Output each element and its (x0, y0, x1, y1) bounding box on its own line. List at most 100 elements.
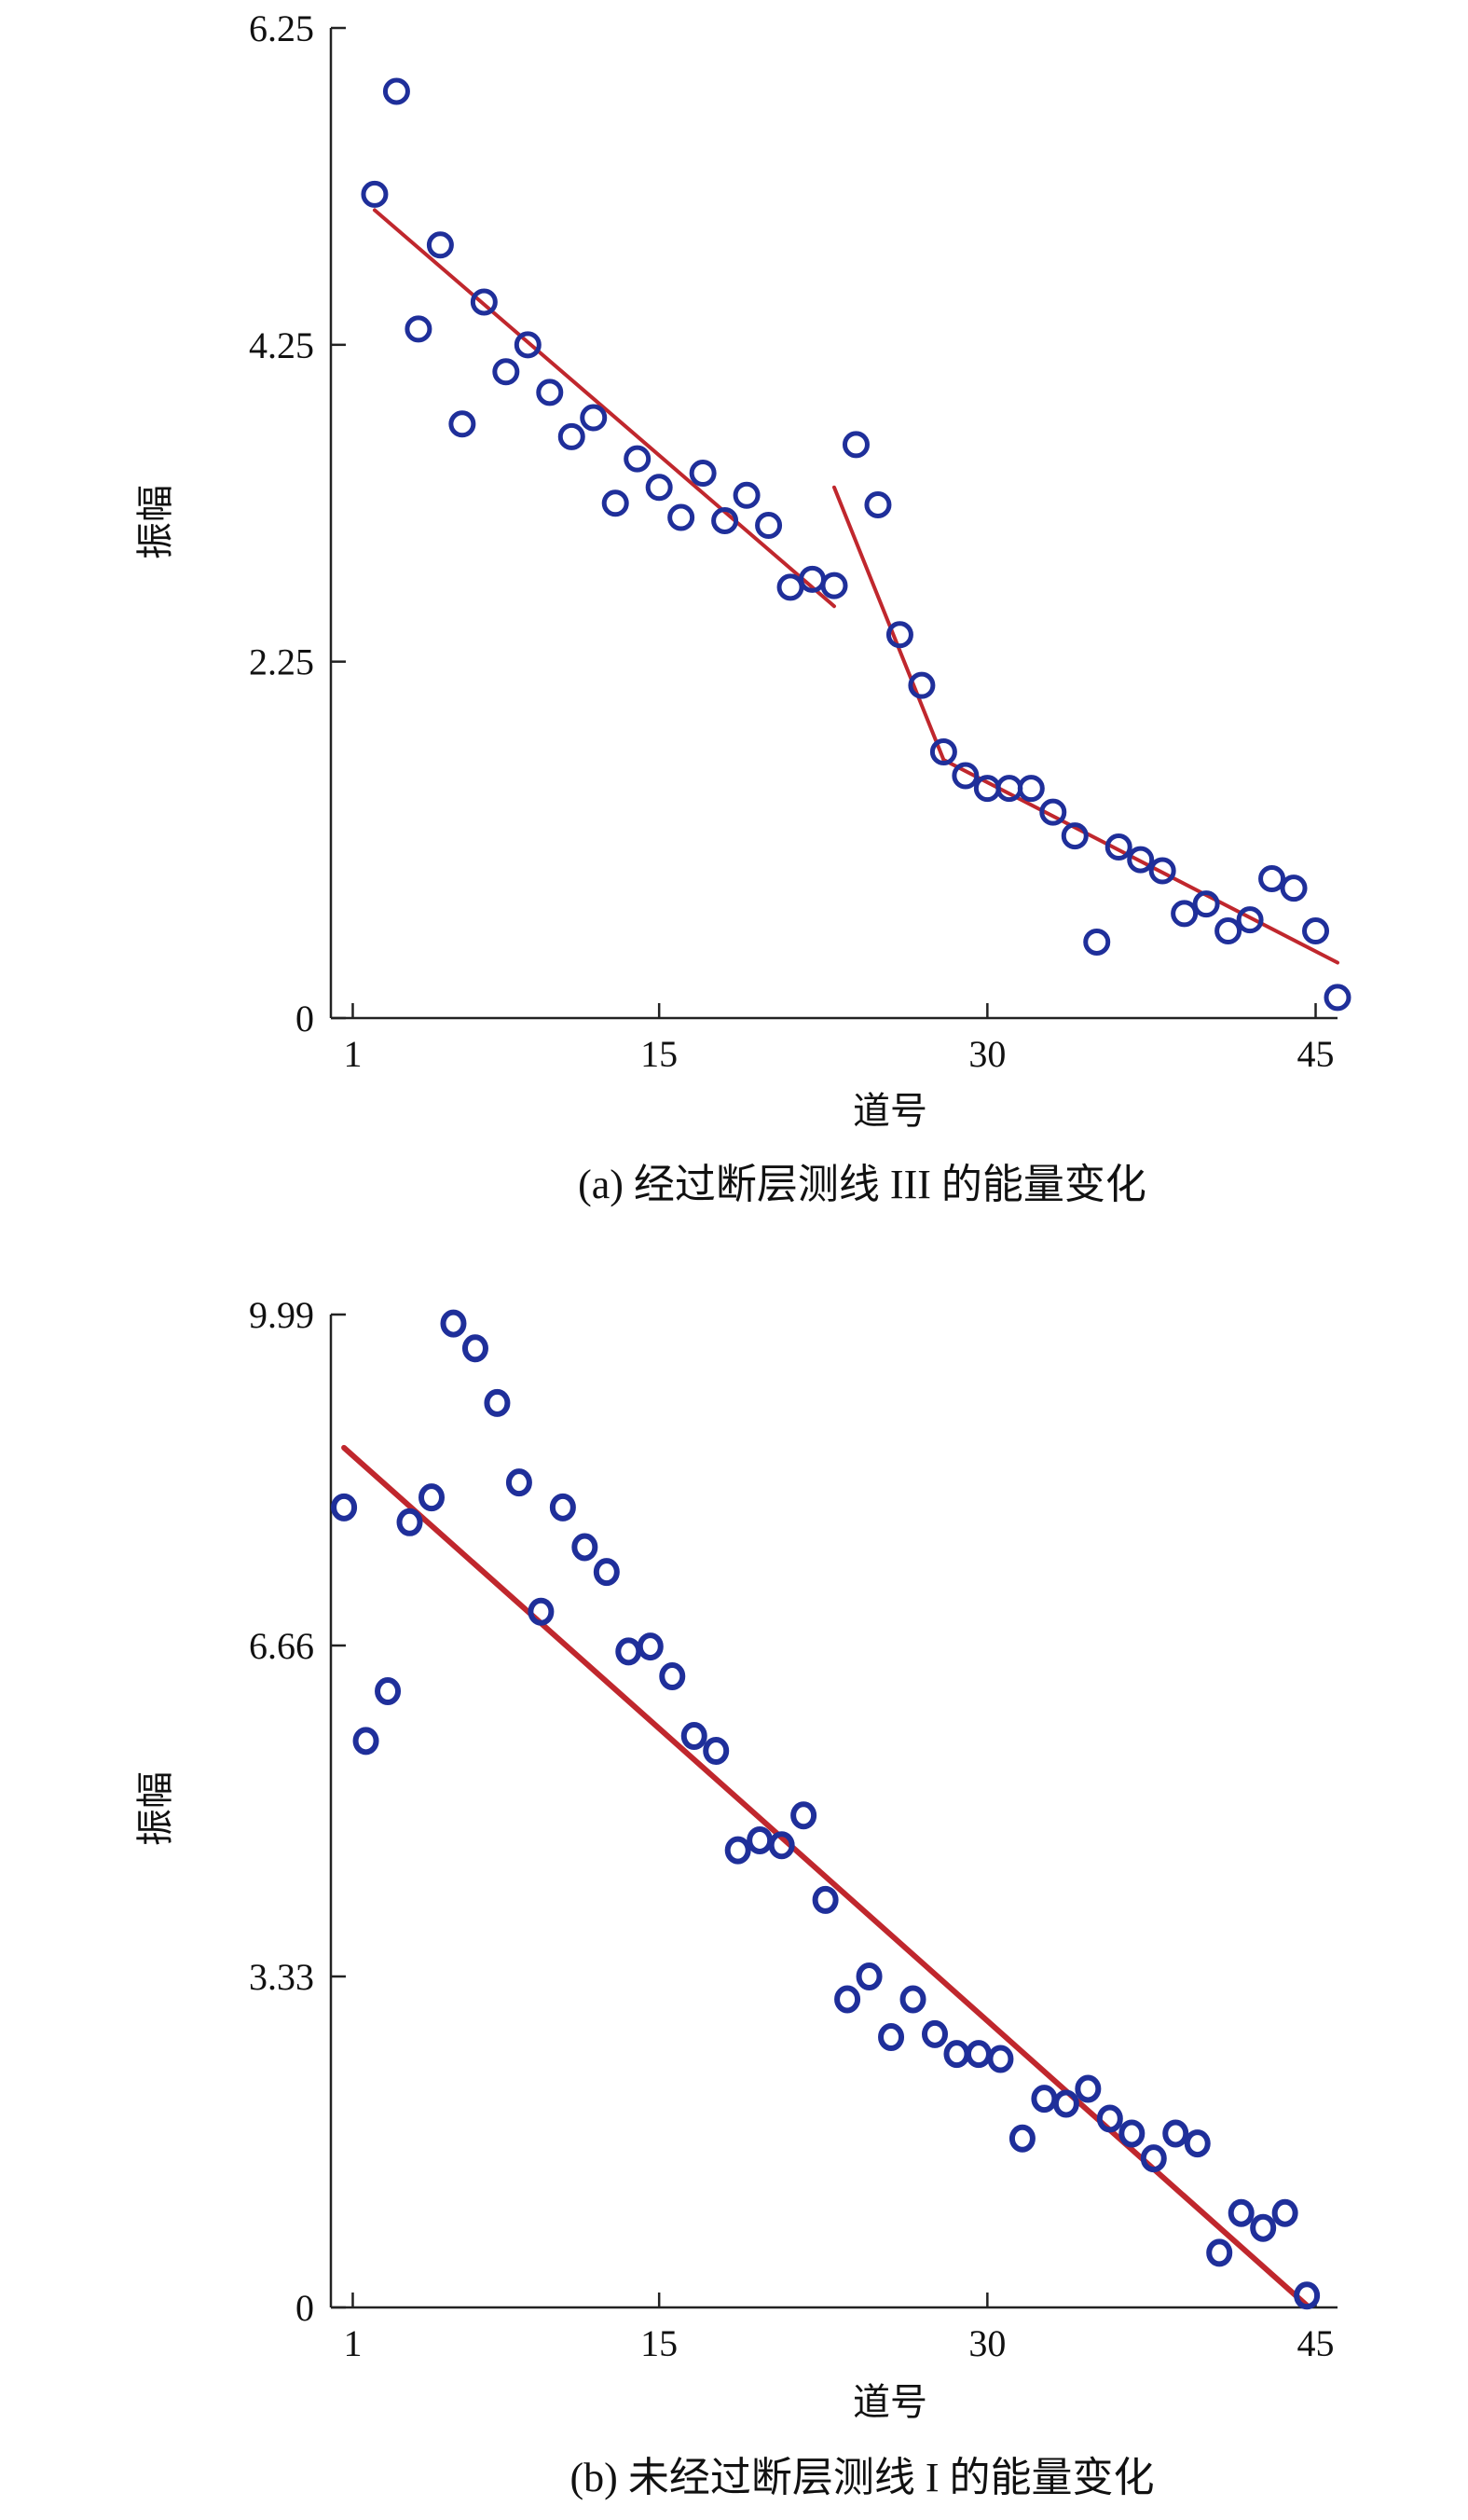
data-point (528, 1597, 555, 1626)
data-point (1280, 874, 1308, 902)
data-point (593, 1558, 620, 1587)
data-point (952, 762, 980, 790)
data-point (1228, 2198, 1255, 2227)
data-point (922, 2019, 948, 2048)
data-point (747, 1825, 774, 1854)
data-point (624, 445, 652, 473)
data-point (361, 180, 389, 208)
x-tick-label: 1 (343, 2322, 362, 2364)
data-point (1096, 2104, 1123, 2133)
fit-line (372, 208, 836, 609)
data-point (812, 1885, 839, 1914)
x-tick-label: 15 (640, 2322, 678, 2364)
data-point (637, 1632, 664, 1661)
data-point (1214, 917, 1242, 945)
data-point (1052, 2089, 1079, 2118)
y-tick-label: 6.66 (249, 1625, 314, 1667)
data-point (571, 1533, 598, 1562)
data-point (352, 1727, 379, 1756)
data-point (768, 1831, 795, 1860)
data-point (755, 512, 783, 540)
x-axis-label: 道号 (853, 2381, 927, 2423)
data-point (536, 379, 564, 406)
figure-caption: (a) 经过断层测线 III 的能量变化 (578, 1162, 1146, 1207)
data-point (1171, 900, 1199, 928)
data-point (1271, 2198, 1298, 2227)
data-point (703, 1737, 730, 1766)
data-point (856, 1962, 883, 1990)
data-point (1324, 984, 1351, 1012)
data-point (405, 315, 432, 343)
data-point (878, 2023, 905, 2052)
data-point (1031, 2085, 1058, 2114)
data-point (711, 506, 739, 534)
data-point (1236, 906, 1264, 934)
data-point (733, 481, 761, 509)
fit-line (341, 1444, 1310, 2308)
data-point (680, 1722, 707, 1751)
data-point (834, 1985, 861, 2014)
y-tick-label: 9.99 (249, 1294, 314, 1336)
data-point (418, 1483, 445, 1512)
y-tick-label: 3.33 (249, 1956, 314, 1998)
y-tick-label: 0 (295, 998, 314, 1040)
x-tick-label: 30 (968, 2322, 1006, 2364)
data-point (484, 1388, 511, 1417)
data-point (1017, 775, 1045, 803)
data-point (514, 331, 542, 359)
data-point (448, 410, 476, 438)
data-point (1140, 2144, 1167, 2173)
y-axis-label: 振幅 (134, 485, 176, 559)
data-point (615, 1637, 642, 1666)
data-point (645, 474, 673, 502)
data-point (776, 573, 804, 601)
y-axis-label: 振幅 (134, 1771, 176, 1846)
data-point (1258, 864, 1286, 892)
data-point (885, 621, 913, 649)
data-point (396, 1508, 423, 1536)
data-point (1061, 822, 1089, 850)
data-point (580, 404, 608, 432)
y-tick-label: 2.25 (249, 641, 314, 683)
data-point (375, 1677, 402, 1706)
y-tick-label: 6.25 (249, 7, 314, 49)
data-point (908, 671, 936, 699)
y-tick-label: 4.25 (249, 324, 314, 366)
data-point (1104, 833, 1132, 861)
data-point (1192, 890, 1220, 918)
x-tick-label: 30 (968, 1033, 1006, 1075)
data-point (1148, 857, 1176, 885)
data-point (1302, 917, 1330, 945)
figure-caption: (b) 未经过断层测线 I 的能量变化 (570, 2455, 1155, 2500)
data-point (790, 1801, 817, 1830)
y-tick-label: 0 (295, 2287, 314, 2329)
data-point (492, 358, 520, 386)
data-point (1008, 2124, 1036, 2153)
data-point (1162, 2119, 1189, 2148)
data-point (659, 1662, 686, 1691)
data-point (1075, 2074, 1102, 2103)
data-point (943, 2040, 970, 2069)
data-point (426, 231, 454, 259)
x-tick-label: 15 (640, 1033, 678, 1075)
data-point (689, 459, 717, 487)
data-point (987, 2045, 1014, 2073)
data-point (929, 738, 957, 766)
data-point (382, 77, 410, 105)
data-point (1118, 2119, 1146, 2148)
data-point (440, 1309, 467, 1338)
data-point (331, 1493, 358, 1522)
data-point (724, 1836, 751, 1865)
data-point (505, 1468, 532, 1497)
data-point (965, 2040, 992, 2069)
data-point (557, 422, 585, 450)
data-point (899, 1985, 926, 2014)
x-tick-label: 1 (343, 1033, 362, 1075)
data-point (1184, 2129, 1211, 2158)
data-point (1294, 2281, 1321, 2310)
data-point (820, 571, 848, 599)
data-point (864, 490, 892, 518)
